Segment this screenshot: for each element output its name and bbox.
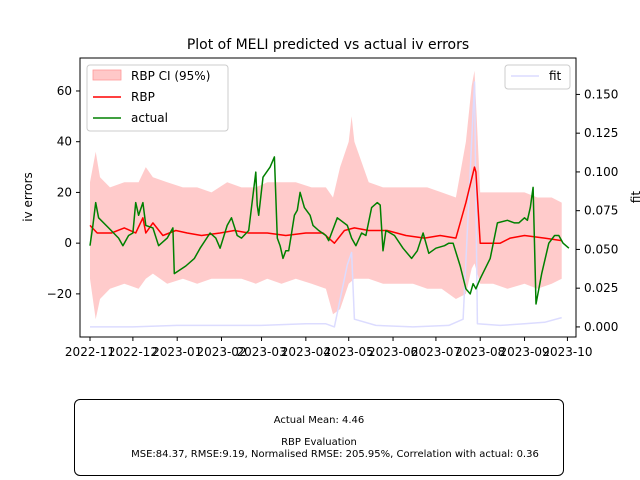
legend-ci-swatch xyxy=(92,69,122,81)
y2-tick-label: 0.150 xyxy=(584,87,618,101)
y-tick-label: 20 xyxy=(57,185,72,199)
y2-tick-label: 0.100 xyxy=(584,165,618,179)
y-tick-label: −20 xyxy=(47,287,72,301)
x-tick-label: 2023-02 xyxy=(196,345,246,359)
actual-mean-text: Actual Mean: 4.46 xyxy=(273,415,365,426)
x-tick-label: 2023-05 xyxy=(324,345,374,359)
legend-actual-label: actual xyxy=(131,111,168,125)
x-tick-label: 2023-01 xyxy=(152,345,202,359)
y-tick-label: 40 xyxy=(57,135,72,149)
y-axis-label: iv errors xyxy=(21,172,35,222)
y2-axis-label: fit xyxy=(629,191,640,204)
legend-left-box xyxy=(86,64,229,132)
x-axis-ticks: 2022-112022-122023-012023-022023-032023-… xyxy=(65,337,592,359)
y2-tick-label: 0.075 xyxy=(584,204,618,218)
y2-tick-label: 0.025 xyxy=(584,281,618,295)
y-axis-ticks: 60 40 20 0 −20 xyxy=(47,84,80,301)
evaluation-stats: MSE:84.37, RMSE:9.19, Normalised RMSE: 2… xyxy=(131,449,539,460)
y2-tick-label: 0.125 xyxy=(584,126,618,140)
legend-ci-label: RBP CI (95%) xyxy=(131,69,210,83)
x-tick-label: 2023-04 xyxy=(281,345,331,359)
evaluation-heading: RBP Evaluation xyxy=(281,437,357,448)
x-tick-label: 2023-08 xyxy=(455,345,505,359)
x-tick-label: 2023-09 xyxy=(499,345,549,359)
actual-line xyxy=(89,156,570,305)
ci-band xyxy=(90,70,562,320)
legend-rbp-label: RBP xyxy=(131,90,155,104)
x-tick-label: 2023-03 xyxy=(236,345,286,359)
legend-fit-label: fit xyxy=(549,69,562,83)
y2-tick-label: 0.000 xyxy=(584,320,618,334)
y2-tick-label: 0.050 xyxy=(584,242,618,256)
legend-right: fit xyxy=(504,64,571,90)
x-tick-label: 2022-11 xyxy=(65,345,115,359)
evaluation-box: Actual Mean: 4.46 RBP Evaluation MSE:84.… xyxy=(74,399,564,476)
x-tick-label: 2023-06 xyxy=(368,345,418,359)
fit-line xyxy=(90,81,562,328)
y-tick-label: 60 xyxy=(57,84,72,98)
legend-right-box xyxy=(504,64,571,90)
y-tick-label: 0 xyxy=(64,236,72,250)
legend-left: RBP CI (95%) RBP actual xyxy=(86,64,229,132)
x-tick-label: 2023-10 xyxy=(542,345,592,359)
ci-band-layer xyxy=(90,70,562,320)
chart-title: Plot of MELI predicted vs actual iv erro… xyxy=(187,37,469,53)
x-tick-label: 2022-12 xyxy=(108,345,158,359)
fit-series-layer xyxy=(90,81,562,328)
x-tick-label: 2023-07 xyxy=(411,345,461,359)
plot-frame xyxy=(79,57,577,338)
y2-axis-ticks: 0.150 0.125 0.100 0.075 0.050 0.025 0.000 xyxy=(576,87,618,334)
actual-series-layer xyxy=(89,156,570,305)
